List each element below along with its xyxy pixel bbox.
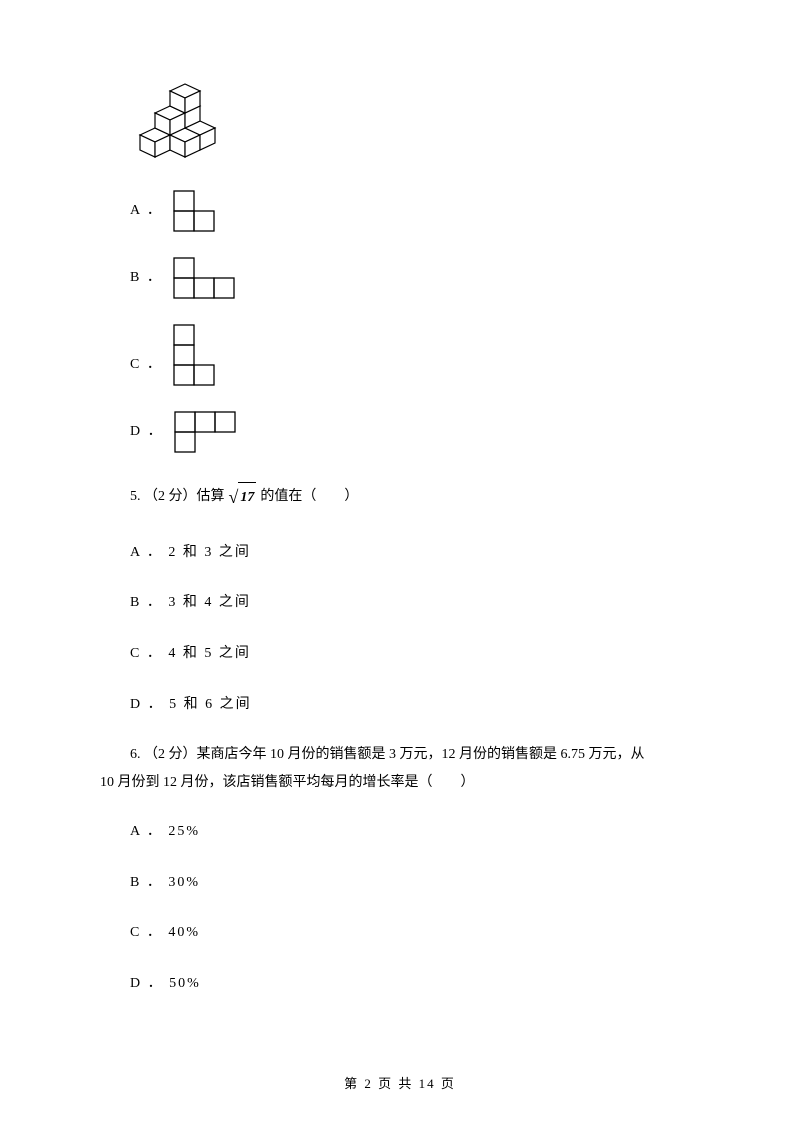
option-b-shape	[173, 257, 235, 299]
option-b-row: B ．	[130, 257, 700, 299]
option-a-label: A ．	[130, 196, 163, 232]
option-d-row: D ．	[130, 411, 700, 453]
cube-stack-icon	[130, 80, 225, 160]
q6-option-b: B ． 30%	[130, 868, 700, 899]
sqrt-value: 17	[238, 482, 256, 514]
q5-option-c: C ． 4 和 5 之间	[130, 639, 700, 670]
option-d-shape	[174, 411, 236, 453]
option-c-label: C ．	[130, 350, 163, 386]
q5-option-b: B ． 3 和 4 之间	[130, 588, 700, 619]
q6-line1: 6. （2 分）某商店今年 10 月份的销售额是 3 万元，12 月份的销售额是…	[130, 741, 700, 769]
sqrt-expression: √ 17	[229, 478, 257, 518]
q5-suffix: 的值在（ ）	[260, 482, 358, 513]
q5-prefix: 5. （2 分）估算	[130, 482, 225, 513]
question-6: 6. （2 分）某商店今年 10 月份的销售额是 3 万元，12 月份的销售额是…	[100, 741, 700, 797]
q6-option-d: D ． 50%	[130, 969, 700, 1000]
q6-line2: 10 月份到 12 月份，该店销售额平均每月的增长率是（ ）	[100, 769, 700, 797]
q6-option-c: C ． 40%	[130, 918, 700, 949]
option-b-label: B ．	[130, 263, 163, 299]
main-cube-figure	[130, 80, 700, 160]
option-d-label: D ．	[130, 417, 164, 453]
sqrt-symbol: √	[229, 478, 239, 518]
option-c-shape	[173, 324, 215, 386]
q6-option-a: A ． 25%	[130, 817, 700, 848]
option-a-row: A ．	[130, 190, 700, 232]
page-content: A ． B ． C ．	[100, 80, 700, 1000]
option-a-shape	[173, 190, 215, 232]
question-5: 5. （2 分）估算 √ 17 的值在（ ）	[130, 478, 700, 518]
page-footer: 第 2 页 共 14 页	[0, 1073, 800, 1092]
option-c-row: C ．	[130, 324, 700, 386]
q5-option-d: D ． 5 和 6 之间	[130, 690, 700, 721]
q5-option-a: A ． 2 和 3 之间	[130, 538, 700, 569]
